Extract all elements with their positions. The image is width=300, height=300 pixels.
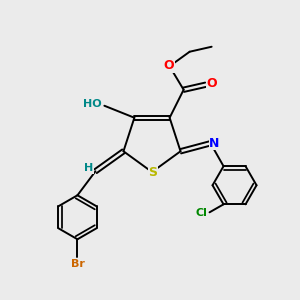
Text: S: S — [148, 167, 158, 179]
Text: O: O — [163, 59, 174, 72]
Text: Br: Br — [70, 259, 84, 269]
Text: H: H — [84, 163, 93, 173]
Text: HO: HO — [83, 99, 102, 109]
Text: Cl: Cl — [196, 208, 208, 218]
Text: N: N — [209, 137, 220, 150]
Text: O: O — [206, 77, 217, 90]
